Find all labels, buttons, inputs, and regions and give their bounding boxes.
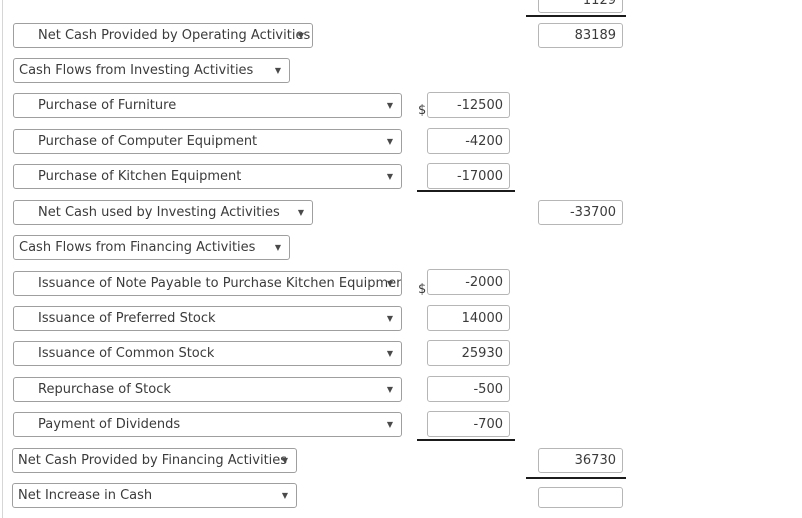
select-payment-of-dividends[interactable]: Payment of Dividends ▼ xyxy=(13,412,402,437)
subtotal-rule-operating xyxy=(526,15,626,17)
select-label: Issuance of Common Stock xyxy=(38,346,215,361)
amount-input-dividends[interactable] xyxy=(427,411,510,437)
select-label: Net Cash Provided by Financing Activitie… xyxy=(18,453,288,468)
select-cash-flows-investing[interactable]: Cash Flows from Investing Activities ▼ xyxy=(13,58,290,83)
select-issuance-note-payable[interactable]: Issuance of Note Payable to Purchase Kit… xyxy=(13,271,402,296)
amount-input-financing-total[interactable] xyxy=(538,448,623,473)
select-label: Payment of Dividends xyxy=(38,417,181,432)
select-purchase-kitchen-equipment[interactable]: Purchase of Kitchen Equipment ▼ xyxy=(13,164,402,189)
subtotal-rule-financing-total xyxy=(526,477,626,479)
chevron-down-icon: ▼ xyxy=(386,100,393,110)
chevron-down-icon: ▼ xyxy=(386,419,393,429)
amount-input-investing-total[interactable] xyxy=(538,200,623,225)
select-label: Cash Flows from Investing Activities xyxy=(19,63,254,78)
select-net-cash-investing[interactable]: Net Cash used by Investing Activities ▼ xyxy=(13,200,313,225)
select-label: Net Cash used by Investing Activities xyxy=(38,205,280,220)
chevron-down-icon: ▼ xyxy=(297,30,304,40)
select-label: Net Increase in Cash xyxy=(18,488,153,503)
select-label: Repurchase of Stock xyxy=(38,382,171,397)
amount-input-net-increase[interactable] xyxy=(538,487,623,508)
amount-input-purchase-computer[interactable] xyxy=(427,128,510,154)
select-label: Purchase of Computer Equipment xyxy=(38,134,258,149)
amount-input-repurchase-stock[interactable] xyxy=(427,376,510,402)
chevron-down-icon: ▼ xyxy=(274,242,281,252)
currency-symbol: $ xyxy=(418,103,427,118)
select-label: Net Cash Provided by Operating Activitie… xyxy=(38,28,311,43)
select-purchase-furniture[interactable]: Purchase of Furniture ▼ xyxy=(13,93,402,118)
select-label: Purchase of Kitchen Equipment xyxy=(38,169,242,184)
amount-input-preferred-stock[interactable] xyxy=(427,305,510,331)
select-issuance-preferred-stock[interactable]: Issuance of Preferred Stock ▼ xyxy=(13,306,402,331)
select-label: Purchase of Furniture xyxy=(38,98,177,113)
chevron-down-icon: ▼ xyxy=(386,171,393,181)
select-label: Issuance of Preferred Stock xyxy=(38,311,216,326)
table-left-border xyxy=(2,0,3,518)
chevron-down-icon: ▼ xyxy=(281,455,288,465)
select-net-increase-in-cash[interactable]: Net Increase in Cash ▼ xyxy=(12,483,297,508)
chevron-down-icon: ▼ xyxy=(386,313,393,323)
chevron-down-icon: ▼ xyxy=(281,490,288,500)
select-repurchase-of-stock[interactable]: Repurchase of Stock ▼ xyxy=(13,377,402,402)
chevron-down-icon: ▼ xyxy=(386,348,393,358)
select-net-cash-operating[interactable]: Net Cash Provided by Operating Activitie… xyxy=(13,23,313,48)
subtotal-rule-financing-items xyxy=(417,439,515,441)
select-cash-flows-financing[interactable]: Cash Flows from Financing Activities ▼ xyxy=(13,235,290,260)
amount-input-purchase-furniture[interactable] xyxy=(427,92,510,118)
subtotal-rule-investing-items xyxy=(417,190,515,192)
select-issuance-common-stock[interactable]: Issuance of Common Stock ▼ xyxy=(13,341,402,366)
amount-input-purchase-kitchen[interactable] xyxy=(427,163,510,189)
currency-symbol: $ xyxy=(418,282,427,297)
select-label: Issuance of Note Payable to Purchase Kit… xyxy=(38,276,401,291)
chevron-down-icon: ▼ xyxy=(274,65,281,75)
select-purchase-computer-equipment[interactable]: Purchase of Computer Equipment ▼ xyxy=(13,129,402,154)
select-net-cash-financing[interactable]: Net Cash Provided by Financing Activitie… xyxy=(12,448,297,473)
chevron-down-icon: ▼ xyxy=(297,207,304,217)
chevron-down-icon: ▼ xyxy=(386,136,393,146)
amount-input-note-payable[interactable] xyxy=(427,269,510,295)
chevron-down-icon: ▼ xyxy=(386,278,393,288)
select-label: Cash Flows from Financing Activities xyxy=(19,240,256,255)
amount-input-operating-total[interactable] xyxy=(538,23,623,48)
amount-input-common-stock[interactable] xyxy=(427,340,510,366)
chevron-down-icon: ▼ xyxy=(386,384,393,394)
amount-input-partial-top[interactable] xyxy=(538,0,623,13)
